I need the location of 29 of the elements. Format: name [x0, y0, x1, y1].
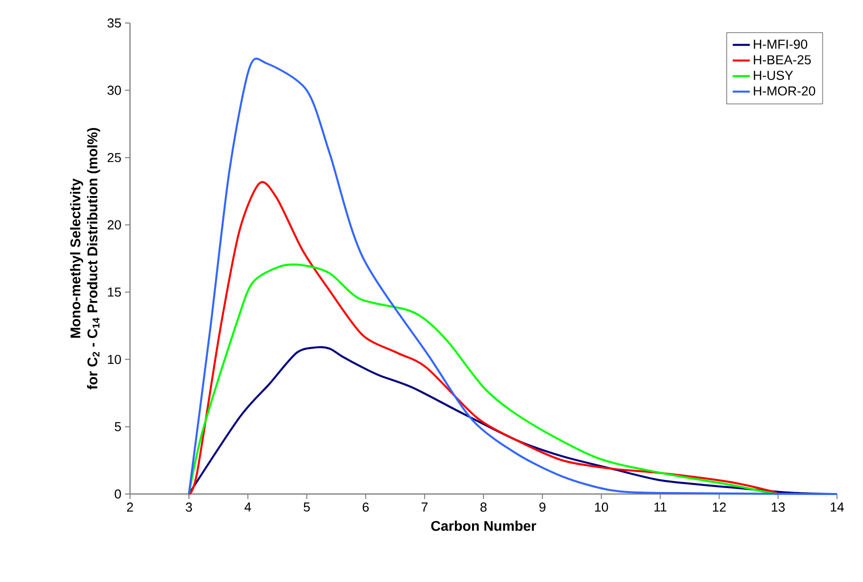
- y-tick-label: 30: [108, 86, 121, 95]
- legend-label: H-MFI-90: [754, 40, 808, 49]
- x-tick-label: 7: [422, 502, 428, 512]
- line-series: [188, 181, 780, 495]
- legend-label: H-MOR-20: [754, 86, 816, 96]
- x-tick-label: 10: [595, 502, 608, 512]
- x-axis-title: Carbon Number: [431, 520, 536, 531]
- x-tick-label: 11: [654, 502, 666, 512]
- legend-label: H-BEA-25: [754, 55, 811, 64]
- x-tick-label: 13: [772, 502, 785, 512]
- y-tick-label: 10: [108, 354, 121, 364]
- x-tick-label: 5: [304, 502, 310, 512]
- x-tick-label: 2: [127, 502, 133, 512]
- y-tick-label: 20: [108, 220, 121, 230]
- x-tick-label: 9: [539, 502, 546, 512]
- text: Mono-methyl Selectivity: [70, 178, 84, 338]
- y-tick-label: 25: [108, 152, 121, 162]
- x-tick-label: 3: [186, 502, 192, 512]
- x-tick-label: 4: [244, 502, 252, 512]
- legend-label: H-USY: [754, 70, 793, 80]
- x-tick-label: 6: [362, 502, 369, 512]
- y-tick-label: 35: [108, 18, 121, 28]
- y-tick-label: 0: [114, 489, 121, 499]
- x-tick-label: 8: [480, 502, 487, 512]
- y-tick-label: 15: [108, 288, 121, 297]
- text: for C$_{2}$ - C$_{14}$ Product Distribution (mol%): [87, 128, 100, 390]
- y-tick-label: 5: [114, 422, 121, 432]
- x-tick-label: 14: [830, 502, 844, 512]
- x-tick-label: 12: [712, 502, 726, 512]
